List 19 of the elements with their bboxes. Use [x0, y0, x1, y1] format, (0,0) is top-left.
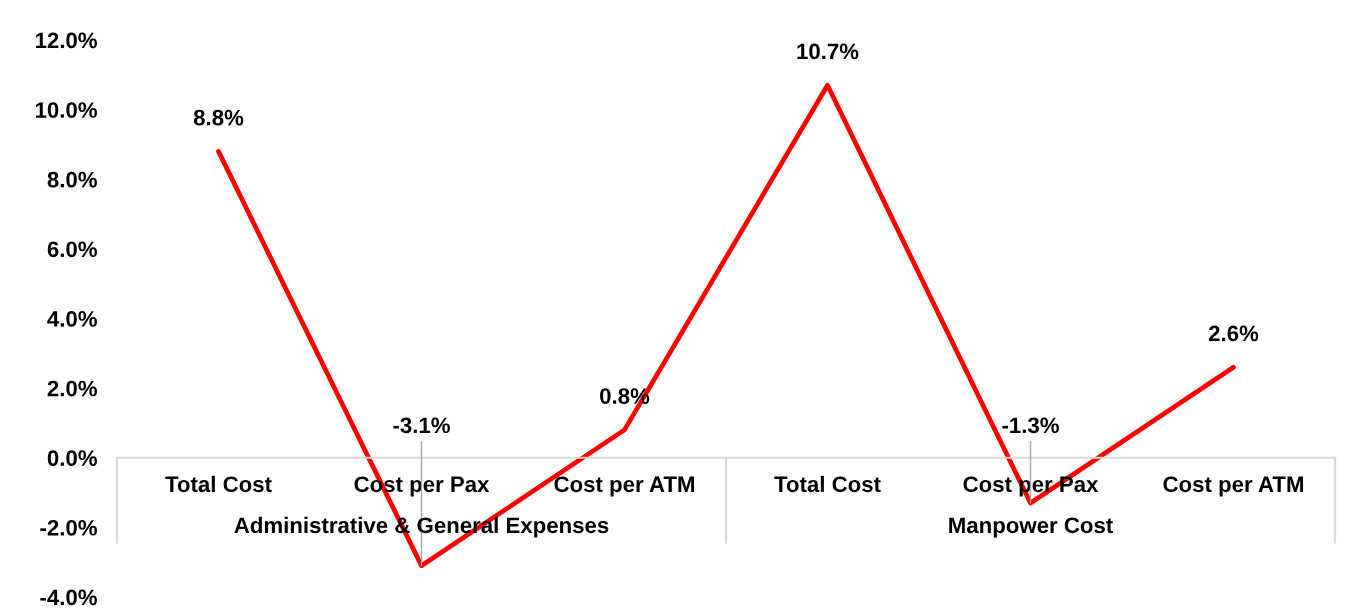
x-tick-label: Cost per ATM — [554, 476, 694, 497]
x-tick-label: Total Cost — [774, 475, 881, 493]
data-label: -3.1% — [393, 417, 450, 434]
y-tick-label: 12.0% — [35, 32, 97, 49]
y-tick-label: -4.0% — [40, 589, 97, 606]
data-label: -1.3% — [1002, 417, 1059, 434]
y-tick-label: 4.0% — [47, 311, 97, 327]
y-tick-label: -2.0% — [40, 519, 97, 536]
data-label: 2.6% — [1208, 325, 1259, 342]
y-tick-label: 8.0% — [47, 171, 97, 188]
data-label: 8.8% — [193, 109, 244, 126]
x-tick-label: Total Cost — [165, 475, 272, 493]
y-tick-label: 0.0% — [47, 450, 97, 467]
annotation: Manpower Cost — [949, 517, 1113, 538]
y-tick-label: 2.0% — [47, 380, 97, 397]
data-label: 10.7% — [797, 43, 859, 60]
y-tick-label: 10.0% — [35, 102, 97, 118]
y-tick-label: 6.0% — [47, 241, 97, 258]
x-tick-label: Cost per ATM — [1163, 476, 1303, 497]
